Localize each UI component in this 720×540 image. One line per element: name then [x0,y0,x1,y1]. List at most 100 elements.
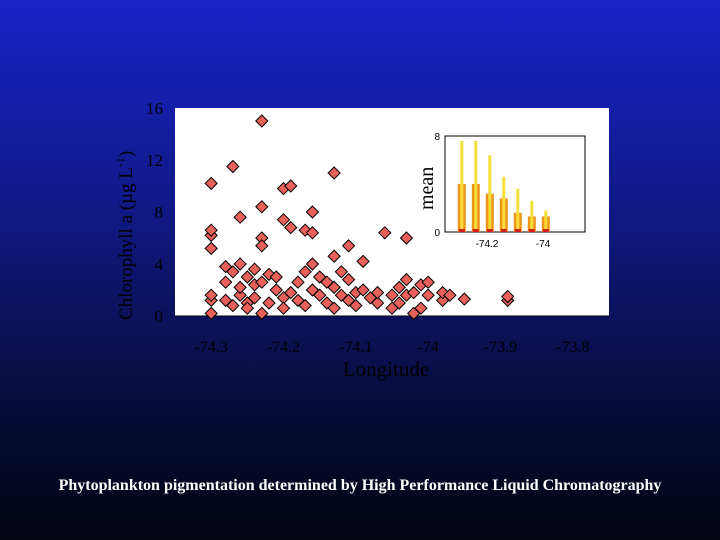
scatter-point [399,231,414,245]
scatter-point [305,205,320,219]
scatter-point [233,210,247,224]
scatter-point [356,283,370,297]
inset-bar-base [472,229,479,232]
scatter-point [240,270,255,284]
scatter-point [501,289,515,304]
scatter-point [204,241,218,256]
scatter-point [284,285,298,300]
scatter-point [457,292,472,306]
y-tick-label: 16 [146,99,163,118]
scatter-point [269,270,283,284]
scatter-point [421,275,435,289]
inset-tall-bar [474,140,478,232]
scatter-point [392,296,406,310]
inset-y-axis-label: mean [416,167,438,210]
x-tick-label: -73.8 [556,339,589,356]
scatter-point [305,226,320,240]
scatter-point [255,114,269,128]
scatter-point [218,275,233,289]
y-tick-label: 4 [155,255,164,274]
scatter-point [349,298,363,313]
scatter-point [341,272,356,287]
inset-tall-bar [516,188,520,232]
scatter-point [255,200,269,214]
y-axis-label-suffix: ) [116,151,137,157]
scatter-point [255,306,269,321]
x-axis-label: Longitude [343,357,429,381]
scatter-point [204,176,218,191]
scatter-point [312,288,327,302]
inset-x-tick-label: -74 [536,239,551,250]
x-tick-label: -74 [418,339,439,356]
scatter-point [327,301,341,315]
inset-tall-bar [530,200,534,232]
inset-bar-base [542,229,549,232]
inset-bar-base [528,229,535,232]
scatter-point [276,213,291,227]
scatter-point [284,179,298,193]
scatter-point [262,296,276,310]
inset-bars [457,140,550,232]
inset-y-tick-label: 0 [434,228,440,239]
scatter-point [370,285,385,300]
y-axis-label-text: Chlorophyll a (µg L [116,167,137,320]
scatter-point [356,254,370,269]
scatter-point [327,280,341,295]
scatter-point [276,301,291,315]
footer-caption: Phytoplankton pigmentation determined by… [58,477,662,494]
scatter-point [370,296,385,310]
y-axis-label-superscript: -1 [113,157,127,167]
scatter-point [233,257,247,271]
x-tick-label: -74.2 [267,339,300,356]
inset-tall-bar [488,155,492,232]
y-axis-label: Chlorophyll a (µg L-1) [113,151,137,320]
scatter-point [298,265,312,279]
scatter-point [298,298,312,313]
inset-bar-base [486,229,493,232]
x-tick-labels: -74.3 -74.2 -74.1 -74 -73.9 -73.8 [195,339,590,356]
inset-bar-base [500,229,507,232]
y-tick-label: 12 [146,151,163,170]
inset-x-tick-labels: -74.2 -74 [476,239,551,250]
y-tick-label: 0 [155,307,164,326]
scatter-point [334,265,349,279]
inset-y-tick-label: 8 [434,132,440,143]
scatter-point [255,275,269,289]
inset-bar-base [458,229,465,232]
x-tick-label: -74.3 [195,339,228,356]
scatter-point [327,166,341,180]
scatter-point [284,220,298,235]
scatter-point [226,159,240,174]
scatter-point [392,280,406,295]
inset-x-tick-label: -74.2 [476,239,499,250]
scatter-point [247,262,262,276]
scatter-point [341,239,356,253]
scatter-points [204,114,515,321]
scatter-point [240,301,255,315]
scatter-point [247,291,262,305]
scatter-point [233,280,247,295]
scatter-point [226,265,240,279]
scatter-point [406,285,421,300]
scatter-point [327,249,341,263]
y-tick-labels: 0 4 8 12 16 [146,99,164,326]
scatter-point [233,288,247,302]
scatter-point [399,272,414,287]
scatter-point [421,288,435,302]
inset-y-tick-labels: 08 [434,132,440,239]
inset-tall-bar [544,210,548,232]
scatter-point [269,283,283,297]
scatter-point [291,275,305,289]
scatter-point [204,288,218,302]
inset-bar-base [514,229,521,232]
inset-tall-bar [460,140,464,232]
scatter-point [255,239,269,253]
scatter-point [443,288,457,302]
x-tick-label: -74.1 [339,339,372,356]
scatter-point [385,288,399,302]
inset-bar-chart: mean 08 -74.2 -74 [416,132,586,250]
y-tick-label: 8 [155,203,164,222]
scatter-point [204,223,218,237]
scatter-point [378,226,392,240]
